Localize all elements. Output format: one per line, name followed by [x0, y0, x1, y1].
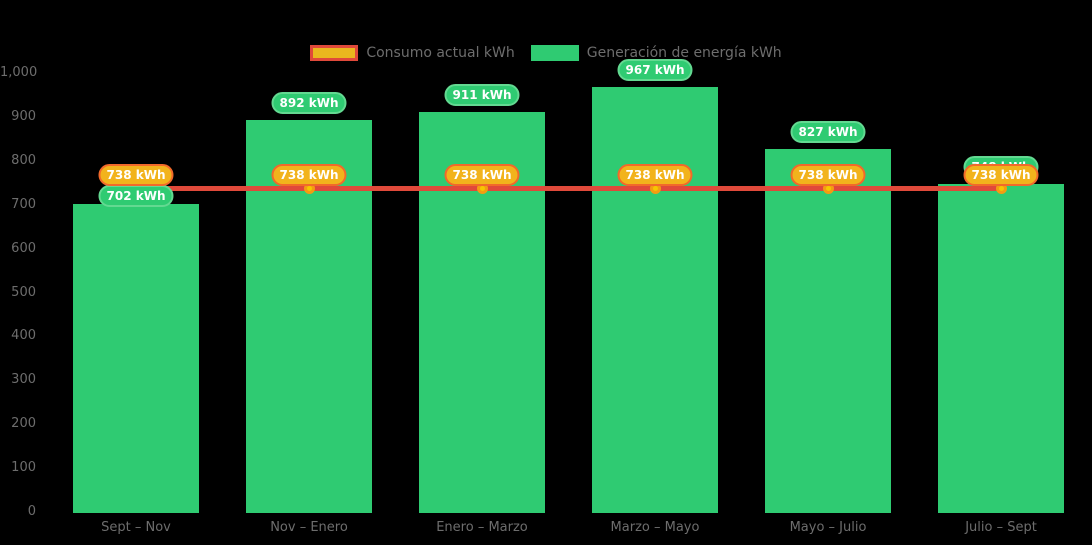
legend-item[interactable]: Generación de energía kWh — [530, 45, 782, 61]
y-axis-tick-label: 0 — [27, 504, 36, 519]
x-axis-category-label: Nov – Enero — [270, 520, 348, 535]
y-axis-tick-label: 500 — [11, 285, 36, 300]
y-axis-tick-label: 200 — [11, 416, 36, 431]
legend-item[interactable]: Consumo actual kWh — [310, 45, 515, 61]
y-axis-tick-label: 400 — [11, 328, 36, 343]
consumption-value-label: 738 kWh — [790, 164, 866, 186]
y-axis-tick-label: 300 — [11, 372, 36, 387]
generation-value-label: 702 kWh — [98, 185, 174, 207]
consumption-value-label: 738 kWh — [617, 164, 693, 186]
consumption-value-label: 738 kWh — [271, 164, 347, 186]
generation-value-label: 967 kWh — [617, 59, 693, 81]
generation-value-label: 911 kWh — [444, 84, 520, 106]
x-axis-category-label: Marzo – Mayo — [610, 520, 700, 535]
consumption-value-label: 738 kWh — [98, 164, 174, 186]
y-axis-tick-label: 800 — [11, 153, 36, 168]
y-axis-tick-label: 600 — [11, 241, 36, 256]
legend: Consumo actual kWh Generación de energía … — [0, 42, 1092, 64]
generation-value-label: 892 kWh — [271, 92, 347, 114]
y-axis-tick-label: 900 — [11, 109, 36, 124]
y-axis-tick-label: 700 — [11, 197, 36, 212]
x-axis-category-label: Mayo – Julio — [789, 520, 867, 535]
generation-bar[interactable] — [765, 149, 891, 513]
consumption-value-label: 738 kWh — [444, 164, 520, 186]
x-axis-category-label: Enero – Marzo — [436, 520, 528, 535]
consumption-line — [136, 186, 1001, 191]
legend-item-label: Consumo actual kWh — [366, 45, 515, 61]
y-axis-tick-label: 1,000 — [0, 65, 38, 80]
generation-bar[interactable] — [592, 87, 718, 513]
generation-bar[interactable] — [938, 184, 1064, 513]
y-axis-tick-label: 100 — [11, 460, 36, 475]
consumption-legend-swatch-icon — [310, 45, 359, 61]
legend-item-label: Generación de energía kWh — [586, 45, 782, 61]
generation-bar[interactable] — [73, 204, 199, 513]
generation-value-label: 827 kWh — [790, 121, 866, 143]
consumption-value-label: 738 kWh — [963, 164, 1039, 186]
x-axis-category-label: Julio – Sept — [965, 520, 1037, 535]
x-axis-category-label: Sept – Nov — [101, 520, 171, 535]
generation-legend-swatch-icon — [530, 45, 579, 61]
